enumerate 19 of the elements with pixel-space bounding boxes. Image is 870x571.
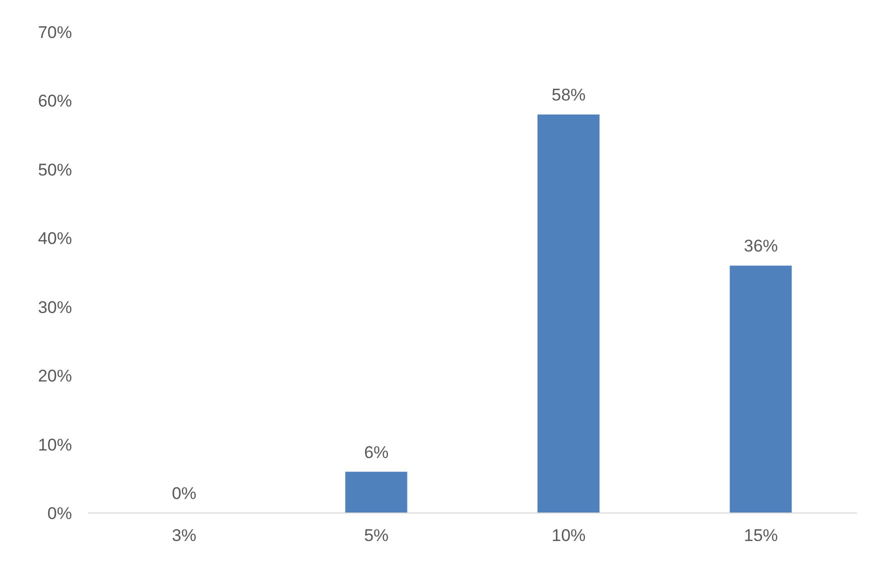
- bar: [730, 266, 792, 513]
- data-label: 0%: [172, 484, 196, 503]
- data-label: 6%: [364, 442, 389, 462]
- y-tick-label: 0%: [47, 504, 72, 524]
- x-tick-label: 3%: [172, 526, 196, 546]
- data-label: 36%: [744, 236, 778, 256]
- y-tick-label: 40%: [38, 229, 72, 248]
- x-tick-label: 15%: [744, 526, 778, 546]
- y-tick-label: 10%: [38, 435, 72, 454]
- y-tick-label: 60%: [38, 92, 72, 111]
- bar: [345, 472, 408, 513]
- bar: [538, 114, 600, 513]
- x-tick-label: 5%: [364, 526, 389, 546]
- x-tick-label: 10%: [552, 526, 586, 546]
- y-tick-label: 70%: [38, 23, 72, 42]
- data-label: 58%: [552, 85, 586, 104]
- y-tick-label: 50%: [38, 160, 72, 180]
- y-tick-label: 30%: [38, 298, 72, 317]
- y-tick-label: 20%: [38, 366, 72, 386]
